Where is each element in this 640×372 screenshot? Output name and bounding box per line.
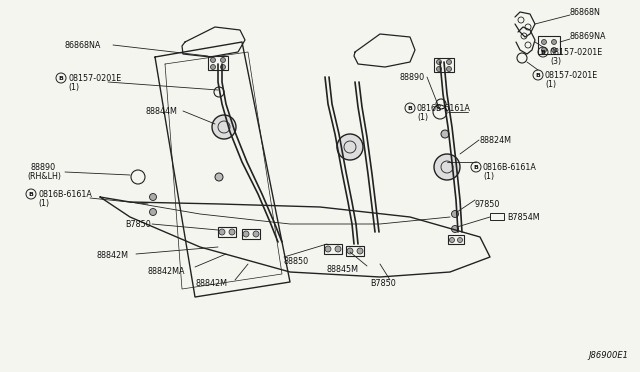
- Text: 97850: 97850: [475, 199, 500, 208]
- Text: J86900E1: J86900E1: [588, 351, 628, 360]
- Text: 0816B-6161A: 0816B-6161A: [38, 189, 92, 199]
- Circle shape: [211, 64, 216, 70]
- Text: 86868NA: 86868NA: [64, 41, 100, 49]
- Circle shape: [215, 173, 223, 181]
- Text: 08157-0201E: 08157-0201E: [545, 71, 598, 80]
- Text: B7850: B7850: [125, 219, 151, 228]
- Text: (3): (3): [550, 57, 561, 65]
- Text: (1): (1): [68, 83, 79, 92]
- Circle shape: [436, 67, 442, 71]
- Text: B: B: [541, 49, 545, 55]
- Bar: [434, 58, 454, 72]
- Bar: [218, 227, 236, 237]
- Text: 0816B-6161A: 0816B-6161A: [483, 163, 537, 171]
- Text: 88890: 88890: [30, 163, 55, 171]
- Circle shape: [221, 64, 225, 70]
- Text: (RH&LH): (RH&LH): [27, 171, 61, 180]
- Text: B: B: [536, 73, 540, 77]
- Circle shape: [150, 193, 157, 201]
- Text: 88842M: 88842M: [96, 251, 128, 260]
- Text: B: B: [408, 106, 412, 110]
- Circle shape: [219, 229, 225, 235]
- Text: B: B: [474, 164, 479, 170]
- Bar: [448, 235, 464, 244]
- Text: 08157-0201E: 08157-0201E: [550, 48, 604, 57]
- Text: 08157-0201E: 08157-0201E: [68, 74, 121, 83]
- Bar: [242, 229, 260, 239]
- Text: B: B: [29, 192, 33, 196]
- Text: 88844M: 88844M: [145, 106, 177, 115]
- Circle shape: [243, 231, 249, 237]
- Circle shape: [541, 48, 547, 52]
- Text: B: B: [59, 76, 63, 80]
- Text: 88824M: 88824M: [480, 135, 512, 144]
- Text: B7850: B7850: [370, 279, 396, 289]
- Circle shape: [150, 208, 157, 215]
- Text: 86868N: 86868N: [570, 7, 601, 16]
- Text: (1): (1): [545, 80, 556, 89]
- Circle shape: [436, 60, 442, 64]
- Bar: [208, 56, 228, 70]
- Circle shape: [325, 246, 331, 252]
- Circle shape: [447, 60, 451, 64]
- Text: 88845M: 88845M: [327, 266, 359, 275]
- Bar: [538, 36, 560, 54]
- Circle shape: [229, 229, 235, 235]
- Bar: [490, 213, 504, 220]
- Text: 0816B-6161A: 0816B-6161A: [417, 103, 471, 112]
- Circle shape: [447, 67, 451, 71]
- Bar: [324, 244, 342, 254]
- Circle shape: [449, 237, 454, 243]
- Circle shape: [335, 246, 341, 252]
- Text: (1): (1): [483, 171, 494, 180]
- Text: 88850: 88850: [284, 257, 309, 266]
- Circle shape: [347, 248, 353, 254]
- Circle shape: [541, 39, 547, 45]
- Text: 88890: 88890: [400, 73, 425, 81]
- Text: (1): (1): [417, 112, 428, 122]
- Circle shape: [441, 130, 449, 138]
- Circle shape: [337, 134, 363, 160]
- Circle shape: [434, 154, 460, 180]
- Circle shape: [458, 237, 463, 243]
- Circle shape: [451, 211, 458, 218]
- Text: B7854M: B7854M: [507, 212, 540, 221]
- Bar: [346, 246, 364, 256]
- Text: 88842MA: 88842MA: [148, 266, 186, 276]
- Circle shape: [552, 48, 557, 52]
- Text: (1): (1): [38, 199, 49, 208]
- Circle shape: [451, 225, 458, 232]
- Circle shape: [253, 231, 259, 237]
- Text: 86869NA: 86869NA: [570, 32, 607, 41]
- Text: 88842M: 88842M: [195, 279, 227, 289]
- Circle shape: [552, 39, 557, 45]
- Circle shape: [212, 115, 236, 139]
- Circle shape: [211, 58, 216, 62]
- Circle shape: [221, 58, 225, 62]
- Circle shape: [357, 248, 363, 254]
